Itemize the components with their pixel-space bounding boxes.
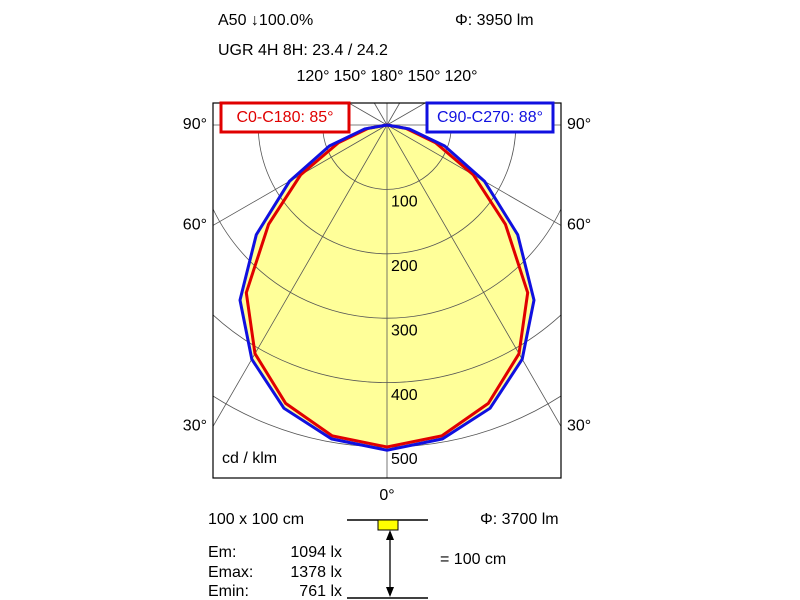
angle-tick-label: 90°	[567, 116, 591, 133]
grid-spoke	[386, 103, 426, 126]
row-label: Emin:	[208, 583, 249, 600]
angle-tick-label: 90°	[183, 116, 207, 133]
angle-tick-label: 30°	[567, 418, 591, 435]
angle-tick-label: 150°	[333, 68, 366, 85]
legend-label: C90-C270: 88°	[437, 109, 543, 126]
r-tick-label: 500	[391, 451, 418, 468]
luminaire-icon	[377, 519, 399, 531]
intensity-curve	[238, 123, 536, 452]
grid-spoke	[373, 103, 388, 126]
legend-label: C0-C180: 85°	[236, 109, 333, 126]
distance-label: = 100 cm	[440, 551, 506, 568]
angle-tick-label: 60°	[183, 217, 207, 234]
row-value: 1094 lx	[290, 544, 342, 561]
angle-tick-label: 120°	[296, 68, 329, 85]
legend-box	[219, 101, 351, 134]
flux2-label: Φ: 3700 lm	[480, 511, 559, 528]
angle-tick-label: 60°	[567, 217, 591, 234]
flux-label: Φ: 3950 lm	[455, 12, 534, 29]
grid-spoke	[386, 124, 561, 427]
plot-area	[213, 103, 561, 478]
ugr-label: UGR 4H 8H: 23.4 / 24.2	[218, 42, 388, 59]
arrow-head	[386, 530, 394, 540]
r-tick-label: 100	[391, 194, 418, 211]
row-value: 1378 lx	[290, 564, 342, 581]
area-label: 100 x 100 cm	[208, 511, 304, 528]
plot-frame	[212, 102, 562, 479]
angle-tick-label: 180°	[370, 68, 403, 85]
grid-spoke	[386, 103, 401, 126]
angle-tick-label: 120°	[444, 68, 477, 85]
row-label: Emax:	[208, 564, 253, 581]
legend-box	[425, 101, 555, 134]
row-label: Em:	[208, 544, 236, 561]
arrow-head	[386, 587, 394, 597]
unit-label: cd / klm	[222, 450, 277, 467]
grid-spoke	[213, 124, 388, 427]
lamp-label: A50 ↓100.0%	[218, 12, 313, 29]
intensity-curve	[244, 123, 530, 449]
angle-tick-label: 30°	[183, 418, 207, 435]
r-tick-label: 300	[391, 322, 418, 339]
grid-spoke	[348, 103, 388, 126]
row-value: 761 lx	[299, 583, 342, 600]
r-tick-label: 200	[391, 258, 418, 275]
r-tick-label: 400	[391, 387, 418, 404]
angle-tick-label: 150°	[407, 68, 440, 85]
angle-tick-label: 0°	[379, 487, 394, 504]
